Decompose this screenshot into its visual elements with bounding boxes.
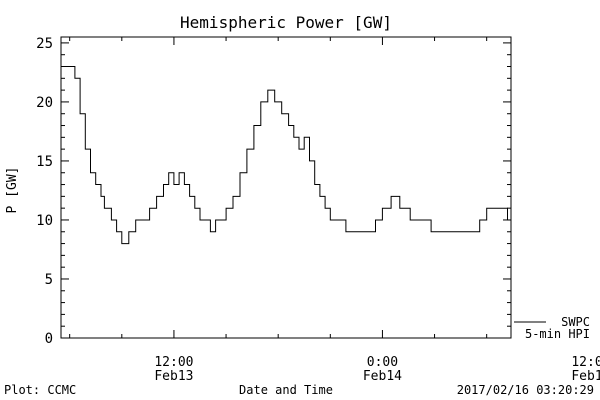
- y-tick-label: 0: [45, 331, 53, 347]
- x-tick-label-time: 12:00: [154, 355, 193, 370]
- footer-plot-credit: Plot: CCMC: [4, 383, 76, 397]
- chart-title: Hemispheric Power [GW]: [180, 13, 392, 32]
- footer-timestamp: 2017/02/16 03:20:29: [457, 383, 594, 397]
- y-axis: 0 5 10 15 20 25: [36, 36, 511, 347]
- y-tick-label: 25: [36, 36, 53, 52]
- y-tick-label: 5: [45, 272, 53, 288]
- legend-series-subtitle: 5-min HPI: [525, 327, 590, 341]
- x-tick-label-time: 12:00: [571, 355, 600, 370]
- x-tick-label-time: 0:00: [367, 355, 398, 370]
- footer-axis-caption: Date and Time: [239, 383, 333, 397]
- series-layer: [62, 66, 512, 245]
- x-tick-label-date: Feb14: [363, 369, 402, 384]
- legend: SWPC 5-min HPI: [514, 315, 590, 341]
- y-tick-label: 20: [36, 95, 53, 111]
- plot-frame: [60, 36, 512, 339]
- legend-series-name: SWPC: [561, 315, 590, 329]
- y-axis-label: P [GW]: [5, 167, 20, 214]
- x-tick-label-date: Feb13: [154, 369, 193, 384]
- y-tick-label: 15: [36, 154, 53, 170]
- y-tick-label: 10: [36, 213, 53, 229]
- x-axis: 12:00Feb130:00Feb1412:00Feb140:00Feb1512…: [69, 37, 600, 384]
- series-line-0: [62, 66, 512, 245]
- x-tick-label-date: Feb14: [571, 369, 600, 384]
